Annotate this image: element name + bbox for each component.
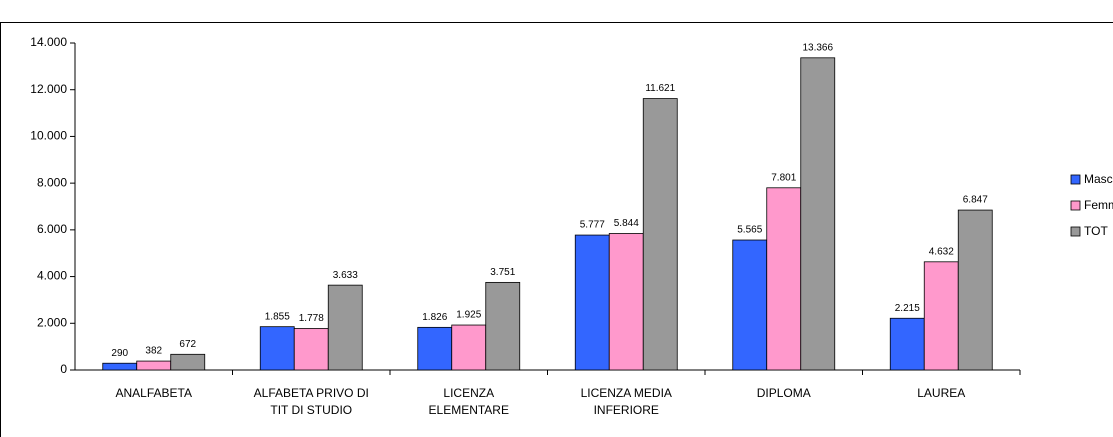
- value-label: 7.801: [771, 172, 796, 183]
- value-label: 1.925: [456, 310, 481, 321]
- y-tick-label: 2.000: [37, 315, 67, 329]
- bar: [451, 324, 487, 371]
- bar: [102, 362, 138, 371]
- y-tick-label: 10.000: [30, 129, 67, 143]
- bar: [327, 284, 363, 371]
- bar: [766, 187, 802, 371]
- value-label: 290: [111, 348, 128, 359]
- y-tick-label: 14.000: [30, 35, 67, 49]
- bar: [923, 261, 959, 371]
- legend-swatch: [1070, 226, 1081, 237]
- bar: [642, 98, 678, 371]
- x-tick-label: LICENZA ELEMENTARE: [429, 386, 509, 417]
- x-tick-label: LICENZA MEDIA INFERIORE: [581, 386, 672, 417]
- bar: [732, 239, 768, 371]
- x-tick-label: LAUREA: [917, 386, 965, 400]
- value-label: 5.844: [614, 218, 639, 229]
- legend-label: Femmine: [1084, 198, 1113, 212]
- value-label: 11.621: [645, 83, 675, 94]
- y-tick-label: 0: [60, 362, 67, 376]
- y-tick-label: 6.000: [37, 222, 67, 236]
- value-label: 672: [179, 339, 196, 350]
- value-label: 13.366: [802, 42, 833, 53]
- bar: [170, 353, 206, 371]
- bar: [800, 57, 836, 371]
- value-label: 1.778: [299, 313, 324, 324]
- bar: [485, 281, 521, 371]
- value-label: 2.215: [895, 303, 920, 314]
- bar: [574, 234, 610, 371]
- value-label: 3.633: [333, 270, 358, 281]
- bar: [293, 328, 329, 371]
- chart-frame: [0, 22, 1113, 437]
- legend-swatch: [1070, 174, 1081, 185]
- y-tick-label: 12.000: [30, 82, 67, 96]
- bar: [417, 326, 453, 371]
- bar: [957, 209, 993, 371]
- bar: [259, 326, 295, 371]
- bar: [889, 317, 925, 371]
- value-label: 1.855: [265, 311, 290, 322]
- value-label: 382: [145, 346, 162, 357]
- legend-label: Maschi: [1084, 172, 1113, 186]
- legend-label: TOT: [1084, 224, 1108, 238]
- y-tick-label: 4.000: [37, 269, 67, 283]
- x-tick-label: ANALFABETA: [116, 386, 192, 400]
- value-label: 1.826: [422, 312, 447, 323]
- value-label: 3.751: [490, 267, 515, 278]
- bar: [136, 360, 172, 371]
- legend-swatch: [1070, 200, 1081, 211]
- y-tick-label: 8.000: [37, 175, 67, 189]
- value-label: 5.565: [737, 225, 762, 236]
- value-label: 6.847: [963, 195, 988, 206]
- x-tick-label: DIPLOMA: [757, 386, 811, 400]
- bar: [608, 233, 644, 371]
- value-label: 5.777: [580, 220, 605, 231]
- x-tick-label: ALFABETA PRIVO DI TIT DI STUDIO: [254, 386, 369, 417]
- value-label: 4.632: [929, 246, 954, 257]
